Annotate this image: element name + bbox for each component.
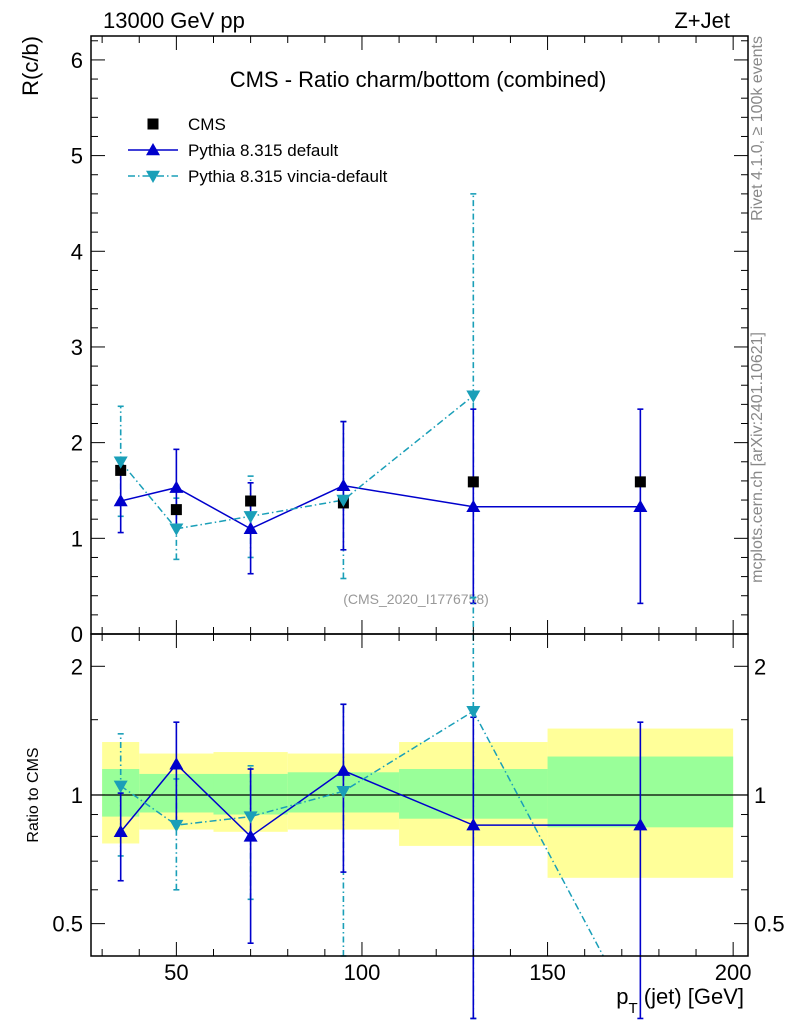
ratio-y-tick-label-left-1: 1 bbox=[71, 783, 83, 808]
x-axis-label-rest: (jet) [GeV] bbox=[638, 984, 744, 1009]
ratio-y-tick-label-right-1: 1 bbox=[754, 783, 766, 808]
header-left-label: 13000 GeV pp bbox=[103, 8, 245, 33]
main-vincia-marker-3 bbox=[336, 494, 351, 508]
ratio-vincia-line bbox=[120, 710, 604, 957]
main-default-line bbox=[120, 484, 641, 530]
main-y-tick-label-4: 4 bbox=[71, 239, 83, 264]
main-default-marker-1 bbox=[169, 480, 184, 493]
ratio-vincia-marker-3 bbox=[336, 786, 351, 799]
analysis-id-label: (CMS_2020_I1776758) bbox=[343, 591, 489, 607]
side-label-rivet: Rivet 4.1.0, ≥ 100k events bbox=[749, 36, 766, 221]
main-cms-point-2 bbox=[245, 495, 257, 507]
main-y-tick-label-1: 1 bbox=[71, 526, 83, 551]
main-cms-point-1 bbox=[170, 504, 182, 516]
ratio-y-axis-label: Ratio to CMS bbox=[25, 747, 42, 842]
legend-label-cms: CMS bbox=[188, 115, 226, 134]
legend-marker-cms bbox=[147, 118, 159, 130]
ratio-vincia-marker-1 bbox=[169, 819, 184, 833]
ratio-y-tick-label-right-2: 2 bbox=[754, 654, 766, 679]
ratio-default-marker-0 bbox=[113, 824, 128, 838]
x-tick-label-200: 200 bbox=[715, 960, 752, 985]
ratio-default-marker-3 bbox=[336, 763, 351, 776]
main-cms-point-0 bbox=[115, 464, 127, 476]
main-default-marker-2 bbox=[243, 521, 258, 535]
ratio-default-marker-4 bbox=[466, 818, 481, 831]
legend-label-vincia: Pythia 8.315 vincia-default bbox=[188, 167, 388, 186]
x-tick-label-100: 100 bbox=[344, 960, 381, 985]
legend-label-default: Pythia 8.315 default bbox=[188, 141, 339, 160]
ratio-default-marker-2 bbox=[243, 829, 258, 842]
main-cms-point-4 bbox=[467, 476, 479, 488]
header-right-label: Z+Jet bbox=[674, 8, 730, 33]
ratio-y-tick-label-left-0.5: 0.5 bbox=[52, 912, 83, 937]
x-tick-label-150: 150 bbox=[529, 960, 566, 985]
x-axis-label: pT (jet) [GeV] bbox=[616, 984, 744, 1017]
ratio-default-marker-1 bbox=[169, 757, 184, 770]
main-default-marker-5 bbox=[633, 499, 648, 512]
main-cms-point-5 bbox=[634, 476, 646, 488]
main-title: CMS - Ratio charm/bottom (combined) bbox=[230, 67, 607, 92]
ratio-vincia-marker-4 bbox=[466, 705, 481, 719]
main-default-marker-4 bbox=[466, 499, 481, 512]
x-axis-label-main: p bbox=[616, 984, 628, 1009]
main-y-tick-label-2: 2 bbox=[71, 431, 83, 456]
x-axis-label-sub: T bbox=[628, 1000, 637, 1017]
legend-marker-vincia bbox=[146, 170, 160, 183]
ratio-y-tick-label-left-2: 2 bbox=[71, 654, 83, 679]
main-y-axis-label: R(c/b) bbox=[18, 36, 43, 96]
main-vincia-marker-1 bbox=[169, 523, 184, 536]
main-y-tick-label-6: 6 bbox=[71, 48, 83, 73]
main-default-marker-3 bbox=[336, 478, 351, 491]
side-label-mcplots: mcplots.cern.ch [arXiv:2401.10621] bbox=[749, 332, 766, 583]
ratio-vincia-marker-0 bbox=[113, 780, 128, 793]
main-vincia-marker-0 bbox=[113, 456, 128, 469]
main-default-marker-0 bbox=[113, 494, 128, 507]
x-tick-label-50: 50 bbox=[164, 960, 188, 985]
legend-marker-default bbox=[146, 143, 160, 156]
ratio-vincia-marker-2 bbox=[243, 811, 258, 824]
ratio-y-tick-label-right-0.5: 0.5 bbox=[754, 912, 785, 937]
main-vincia-marker-2 bbox=[243, 511, 258, 524]
main-y-tick-label-5: 5 bbox=[71, 144, 83, 169]
main-vincia-marker-4 bbox=[466, 390, 481, 403]
ratio-default-marker-5 bbox=[633, 818, 648, 831]
main-y-tick-label-3: 3 bbox=[71, 335, 83, 360]
main-y-tick-label-0: 0 bbox=[71, 622, 83, 647]
